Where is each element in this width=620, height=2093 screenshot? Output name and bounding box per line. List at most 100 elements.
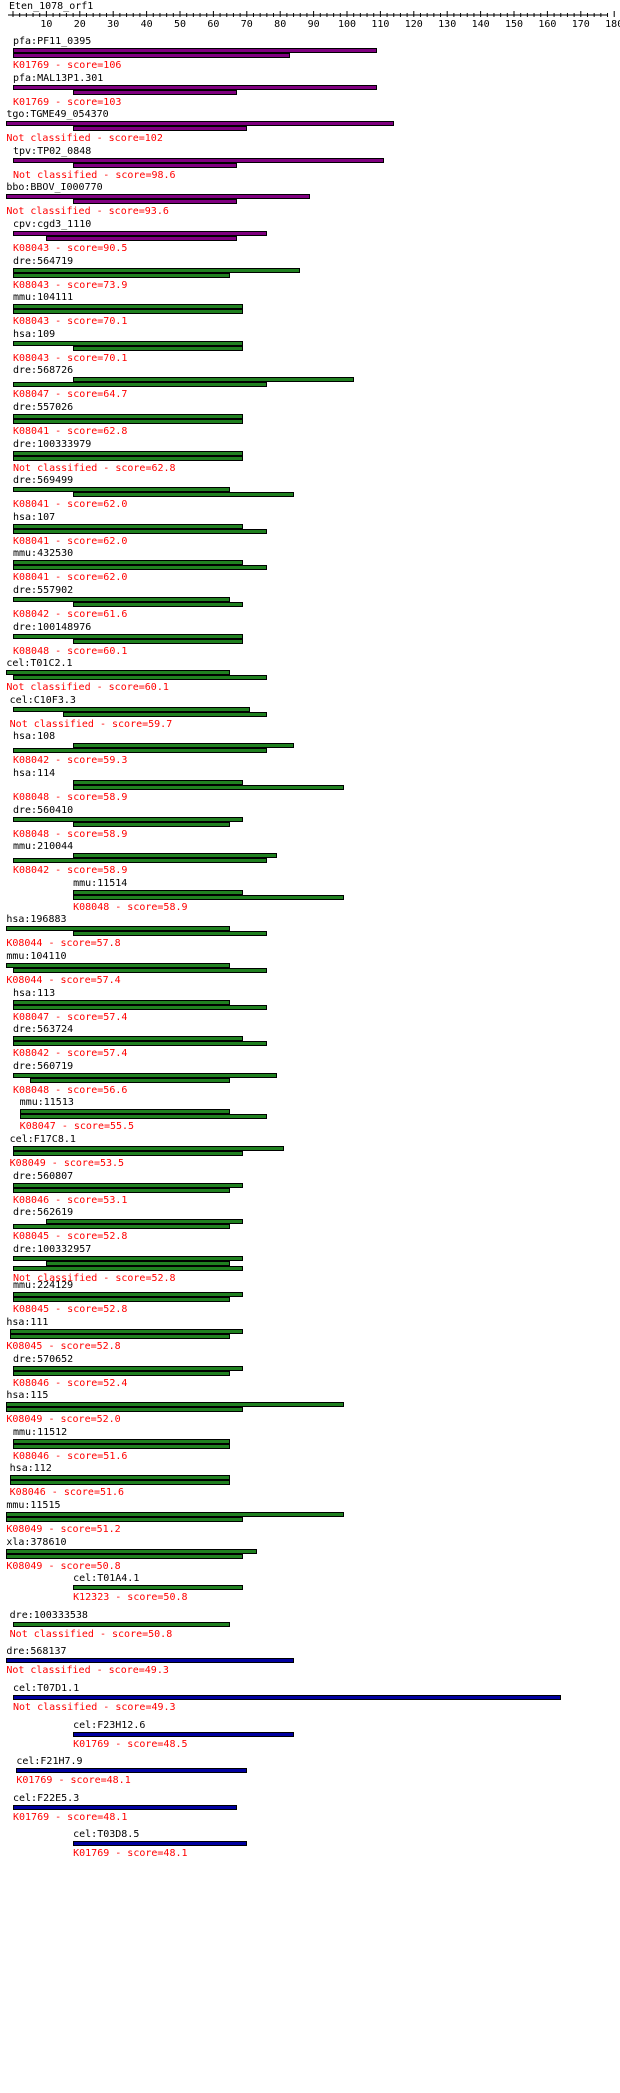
hit-label[interactable]: cel:C10F3.3 — [9, 694, 76, 706]
alignment-bar — [13, 748, 267, 754]
hit-label[interactable]: dre:560719 — [13, 1060, 74, 1072]
hit-entry: cel:T01C2.1 Not classified - score=60.1 — [0, 658, 620, 694]
hit-score: Not classified - score=49.3 — [13, 1702, 176, 1713]
hit-entry: dre:557026 K08041 - score=62.8 — [0, 402, 620, 438]
hit-score: K08042 - score=61.6 — [13, 609, 128, 620]
hit-label[interactable]: hsa:109 — [13, 328, 56, 340]
hit-label[interactable]: hsa:107 — [13, 511, 56, 523]
alignment-bar — [73, 1585, 244, 1591]
hit-label[interactable]: dre:557902 — [13, 585, 74, 596]
hit-label[interactable]: dre:569499 — [13, 475, 74, 487]
alignment-bar — [29, 1077, 231, 1083]
hit-label[interactable]: mmu:11514 — [73, 877, 128, 889]
hit-score: K08048 - score=60.1 — [13, 645, 128, 657]
hit-label[interactable]: mmu:11515 — [6, 1500, 61, 1511]
hit-label[interactable]: dre:564719 — [13, 255, 74, 267]
hit-entry: hsa:115 K08049 - score=52.0 — [0, 1390, 620, 1426]
hit-score: K08046 - score=53.1 — [13, 1194, 128, 1206]
hit-entry: dre:568726 K08047 - score=64.7 — [0, 365, 620, 401]
alignment-bar — [6, 670, 231, 676]
hit-label[interactable]: cel:F22E5.3 — [13, 1792, 80, 1804]
alignment-bar — [13, 487, 231, 493]
hit-label[interactable]: dre:560410 — [13, 804, 74, 816]
hit-score: K01769 - score=48.1 — [13, 1811, 128, 1823]
hit-entry: dre:100333538 Not classified - score=50.8 — [0, 1610, 620, 1646]
hit-entry: hsa:112 K08046 - score=51.6 — [0, 1463, 620, 1499]
hit-label[interactable]: mmu:432530 — [13, 548, 74, 560]
hit-entry: dre:560719 K08048 - score=56.6 — [0, 1061, 620, 1097]
hit-label[interactable]: mmu:210044 — [13, 841, 74, 853]
hit-label[interactable]: hsa:111 — [6, 1317, 49, 1328]
hit-label[interactable]: mmu:104110 — [6, 951, 67, 962]
alignment-bar — [46, 1219, 244, 1225]
hit-label[interactable]: cel:T01C2.1 — [6, 658, 73, 670]
hit-score: Not classified - score=52.8 — [13, 1272, 176, 1284]
hit-score: K08043 - score=73.9 — [13, 279, 128, 291]
hit-label[interactable]: cel:T01A4.1 — [73, 1573, 140, 1585]
hit-label[interactable]: cel:F23H12.6 — [73, 1719, 146, 1731]
alignment-bar — [13, 382, 267, 388]
alignment-bar — [13, 157, 384, 163]
hit-label[interactable]: dre:563724 — [13, 1024, 74, 1036]
hit-label[interactable]: dre:568726 — [13, 365, 74, 377]
alignment-bar — [73, 492, 294, 498]
hit-label[interactable]: cel:F21H7.9 — [16, 1756, 83, 1768]
hit-label[interactable]: dre:557026 — [13, 402, 74, 413]
hit-label[interactable]: hsa:114 — [13, 768, 56, 779]
hit-score: K12323 - score=50.8 — [73, 1592, 188, 1604]
hit-label[interactable]: hsa:196883 — [6, 914, 67, 926]
alignment-bar — [13, 565, 267, 571]
alignment-bar — [6, 121, 394, 127]
hit-label[interactable]: pfa:PF11_0395 — [13, 36, 92, 47]
hit-label[interactable]: hsa:113 — [13, 987, 56, 999]
ruler-tick-label: 150 — [505, 19, 523, 30]
hit-entry: dre:100332957 Not classified - score=52.8 — [0, 1243, 620, 1284]
hit-label[interactable]: cel:T03D8.5 — [73, 1829, 140, 1841]
ruler-tick-label: 10 — [40, 19, 52, 30]
hit-label[interactable]: dre:100333979 — [13, 438, 92, 450]
hit-entry: dre:563724 K08042 - score=57.4 — [0, 1024, 620, 1060]
hit-label[interactable]: mmu:104111 — [13, 292, 74, 304]
hit-label[interactable]: xla:378610 — [6, 1536, 67, 1548]
hit-label[interactable]: bbo:BBOV_I000770 — [6, 182, 103, 194]
alignment-bar — [13, 84, 378, 90]
hit-label[interactable]: dre:570652 — [13, 1353, 74, 1365]
hit-label[interactable]: pfa:MAL13P1.301 — [13, 72, 104, 84]
hit-label[interactable]: hsa:108 — [13, 731, 56, 743]
hit-label[interactable]: hsa:112 — [9, 1463, 52, 1475]
alignment-bar — [6, 963, 231, 968]
hit-entry: cel:T01A4.1 K12323 - score=50.8 — [0, 1573, 620, 1609]
hit-score: Not classified - score=93.6 — [6, 206, 169, 218]
hit-label[interactable]: tpv:TP02_0848 — [13, 145, 92, 157]
hit-score: Not classified - score=49.3 — [6, 1665, 169, 1677]
alignment-bar — [13, 1265, 244, 1271]
hit-entry: cel:C10F3.3 Not classified - score=59.7 — [0, 695, 620, 731]
alignment-bar — [13, 450, 244, 456]
hit-label[interactable]: tgo:TGME49_054370 — [6, 109, 109, 121]
hit-label[interactable]: mmu:11513 — [19, 1097, 74, 1109]
hit-label[interactable]: mmu:224129 — [13, 1280, 74, 1292]
hit-label[interactable]: dre:100148976 — [13, 621, 92, 633]
hit-score: K08047 - score=64.7 — [13, 389, 128, 401]
hit-entry: xla:378610 K08049 - score=50.8 — [0, 1537, 620, 1573]
hit-label[interactable]: mmu:11512 — [13, 1426, 68, 1438]
alignment-bar — [73, 1731, 294, 1737]
alignment-bar — [13, 560, 244, 566]
hit-entry: mmu:104110 K08044 - score=57.4 — [0, 951, 620, 987]
alignment-bar — [73, 889, 244, 895]
hit-label[interactable]: dre:562619 — [13, 1207, 74, 1219]
hit-entry: cel:F22E5.3 K01769 - score=48.1 — [0, 1793, 620, 1829]
hit-label[interactable]: dre:100333538 — [9, 1609, 88, 1621]
hit-label[interactable]: hsa:115 — [6, 1390, 49, 1402]
hit-score: K08048 - score=56.6 — [13, 1084, 128, 1096]
hit-label[interactable]: dre:100332957 — [13, 1243, 92, 1255]
ruler-tick-label: 120 — [405, 19, 423, 30]
hit-label[interactable]: dre:568137 — [6, 1646, 67, 1658]
alignment-bar — [13, 633, 244, 639]
hit-entry: mmu:432530 K08041 - score=62.0 — [0, 548, 620, 584]
hit-label[interactable]: cel:F17C8.1 — [9, 1134, 76, 1145]
hit-label[interactable]: cpv:cgd3_1110 — [13, 219, 92, 230]
hit-label[interactable]: dre:560807 — [13, 1170, 74, 1182]
hit-label[interactable]: cel:T07D1.1 — [13, 1683, 80, 1694]
